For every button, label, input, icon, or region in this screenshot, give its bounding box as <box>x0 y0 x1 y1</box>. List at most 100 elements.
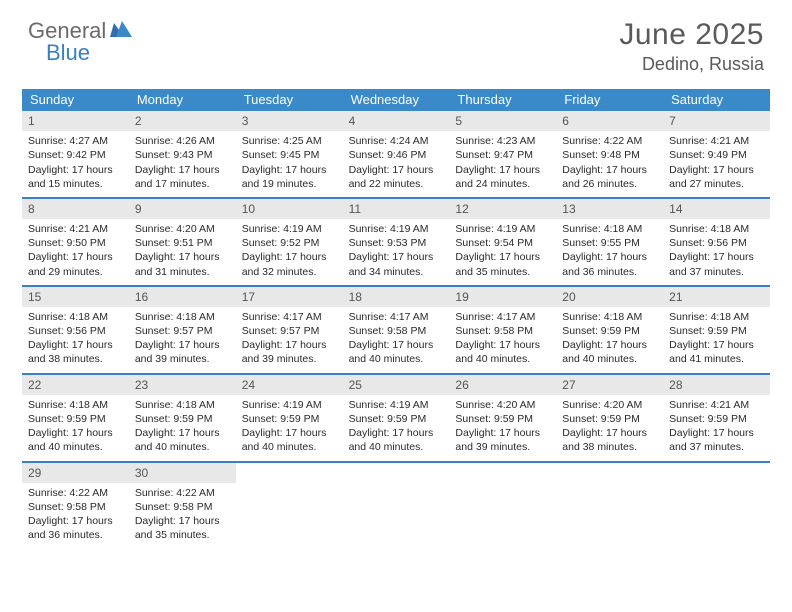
daylight-line-1: Daylight: 17 hours <box>28 250 123 264</box>
sunset-line: Sunset: 9:56 PM <box>669 236 764 250</box>
sunrise-line: Sunrise: 4:27 AM <box>28 134 123 148</box>
sunrise-line: Sunrise: 4:19 AM <box>455 222 550 236</box>
weekday-header: Sunday <box>22 89 129 111</box>
daylight-line-1: Daylight: 17 hours <box>135 338 230 352</box>
sunset-line: Sunset: 9:53 PM <box>349 236 444 250</box>
sunrise-line: Sunrise: 4:21 AM <box>669 134 764 148</box>
logo: General Blue <box>28 18 132 44</box>
sunrise-line: Sunrise: 4:24 AM <box>349 134 444 148</box>
daylight-line-2: and 41 minutes. <box>669 352 764 366</box>
day-cell: 7Sunrise: 4:21 AMSunset: 9:49 PMDaylight… <box>663 111 770 197</box>
day-number: 1 <box>22 111 129 131</box>
sunrise-line: Sunrise: 4:18 AM <box>135 398 230 412</box>
day-cell: 17Sunrise: 4:17 AMSunset: 9:57 PMDayligh… <box>236 287 343 373</box>
sunrise-line: Sunrise: 4:20 AM <box>562 398 657 412</box>
daylight-line-2: and 39 minutes. <box>455 440 550 454</box>
sunset-line: Sunset: 9:54 PM <box>455 236 550 250</box>
sunrise-line: Sunrise: 4:17 AM <box>242 310 337 324</box>
day-number: 18 <box>343 287 450 307</box>
day-cell: 30Sunrise: 4:22 AMSunset: 9:58 PMDayligh… <box>129 463 236 549</box>
day-cell: 12Sunrise: 4:19 AMSunset: 9:54 PMDayligh… <box>449 199 556 285</box>
sunrise-line: Sunrise: 4:19 AM <box>349 222 444 236</box>
daylight-line-2: and 17 minutes. <box>135 177 230 191</box>
day-cell: 10Sunrise: 4:19 AMSunset: 9:52 PMDayligh… <box>236 199 343 285</box>
daylight-line-1: Daylight: 17 hours <box>135 163 230 177</box>
daylight-line-1: Daylight: 17 hours <box>28 338 123 352</box>
daylight-line-1: Daylight: 17 hours <box>135 426 230 440</box>
sunset-line: Sunset: 9:59 PM <box>562 412 657 426</box>
week-row: 15Sunrise: 4:18 AMSunset: 9:56 PMDayligh… <box>22 287 770 375</box>
daylight-line-2: and 37 minutes. <box>669 265 764 279</box>
day-number: 5 <box>449 111 556 131</box>
sunrise-line: Sunrise: 4:18 AM <box>562 310 657 324</box>
day-cell: 24Sunrise: 4:19 AMSunset: 9:59 PMDayligh… <box>236 375 343 461</box>
daylight-line-1: Daylight: 17 hours <box>242 250 337 264</box>
day-number: 28 <box>663 375 770 395</box>
week-row: 8Sunrise: 4:21 AMSunset: 9:50 PMDaylight… <box>22 199 770 287</box>
sunset-line: Sunset: 9:56 PM <box>28 324 123 338</box>
sunrise-line: Sunrise: 4:17 AM <box>349 310 444 324</box>
daylight-line-2: and 29 minutes. <box>28 265 123 279</box>
week-row: 1Sunrise: 4:27 AMSunset: 9:42 PMDaylight… <box>22 111 770 199</box>
location-label: Dedino, Russia <box>619 54 764 75</box>
daylight-line-2: and 22 minutes. <box>349 177 444 191</box>
daylight-line-1: Daylight: 17 hours <box>455 250 550 264</box>
daylight-line-1: Daylight: 17 hours <box>349 426 444 440</box>
day-number: 29 <box>22 463 129 483</box>
sunset-line: Sunset: 9:58 PM <box>135 500 230 514</box>
daylight-line-2: and 40 minutes. <box>242 440 337 454</box>
sunset-line: Sunset: 9:57 PM <box>135 324 230 338</box>
sunset-line: Sunset: 9:49 PM <box>669 148 764 162</box>
sunrise-line: Sunrise: 4:17 AM <box>455 310 550 324</box>
sunrise-line: Sunrise: 4:18 AM <box>669 222 764 236</box>
daylight-line-2: and 15 minutes. <box>28 177 123 191</box>
sunset-line: Sunset: 9:59 PM <box>242 412 337 426</box>
sunset-line: Sunset: 9:48 PM <box>562 148 657 162</box>
day-number: 27 <box>556 375 663 395</box>
daylight-line-1: Daylight: 17 hours <box>135 250 230 264</box>
day-number: 25 <box>343 375 450 395</box>
day-cell: 5Sunrise: 4:23 AMSunset: 9:47 PMDaylight… <box>449 111 556 197</box>
day-number: 15 <box>22 287 129 307</box>
day-cell: 19Sunrise: 4:17 AMSunset: 9:58 PMDayligh… <box>449 287 556 373</box>
day-number: 7 <box>663 111 770 131</box>
daylight-line-2: and 24 minutes. <box>455 177 550 191</box>
daylight-line-2: and 38 minutes. <box>28 352 123 366</box>
daylight-line-2: and 35 minutes. <box>135 528 230 542</box>
daylight-line-1: Daylight: 17 hours <box>242 338 337 352</box>
daylight-line-2: and 34 minutes. <box>349 265 444 279</box>
daylight-line-2: and 40 minutes. <box>135 440 230 454</box>
daylight-line-1: Daylight: 17 hours <box>455 338 550 352</box>
day-cell: 2Sunrise: 4:26 AMSunset: 9:43 PMDaylight… <box>129 111 236 197</box>
day-number: 14 <box>663 199 770 219</box>
day-number: 4 <box>343 111 450 131</box>
sunset-line: Sunset: 9:57 PM <box>242 324 337 338</box>
day-cell: 22Sunrise: 4:18 AMSunset: 9:59 PMDayligh… <box>22 375 129 461</box>
daylight-line-2: and 27 minutes. <box>669 177 764 191</box>
day-number: 3 <box>236 111 343 131</box>
sunset-line: Sunset: 9:43 PM <box>135 148 230 162</box>
weekday-header: Thursday <box>449 89 556 111</box>
sunrise-line: Sunrise: 4:20 AM <box>135 222 230 236</box>
daylight-line-2: and 40 minutes. <box>28 440 123 454</box>
day-cell <box>663 463 770 549</box>
logo-text-blue: Blue <box>46 40 90 66</box>
day-cell: 8Sunrise: 4:21 AMSunset: 9:50 PMDaylight… <box>22 199 129 285</box>
sunrise-line: Sunrise: 4:22 AM <box>135 486 230 500</box>
sunset-line: Sunset: 9:59 PM <box>669 324 764 338</box>
daylight-line-2: and 38 minutes. <box>562 440 657 454</box>
day-number: 10 <box>236 199 343 219</box>
day-number: 19 <box>449 287 556 307</box>
daylight-line-2: and 37 minutes. <box>669 440 764 454</box>
day-cell: 21Sunrise: 4:18 AMSunset: 9:59 PMDayligh… <box>663 287 770 373</box>
day-cell: 23Sunrise: 4:18 AMSunset: 9:59 PMDayligh… <box>129 375 236 461</box>
day-cell <box>343 463 450 549</box>
weekday-header: Friday <box>556 89 663 111</box>
sunset-line: Sunset: 9:50 PM <box>28 236 123 250</box>
day-number: 26 <box>449 375 556 395</box>
day-number: 16 <box>129 287 236 307</box>
month-title: June 2025 <box>619 18 764 52</box>
sunset-line: Sunset: 9:58 PM <box>349 324 444 338</box>
sunrise-line: Sunrise: 4:21 AM <box>28 222 123 236</box>
day-number: 22 <box>22 375 129 395</box>
